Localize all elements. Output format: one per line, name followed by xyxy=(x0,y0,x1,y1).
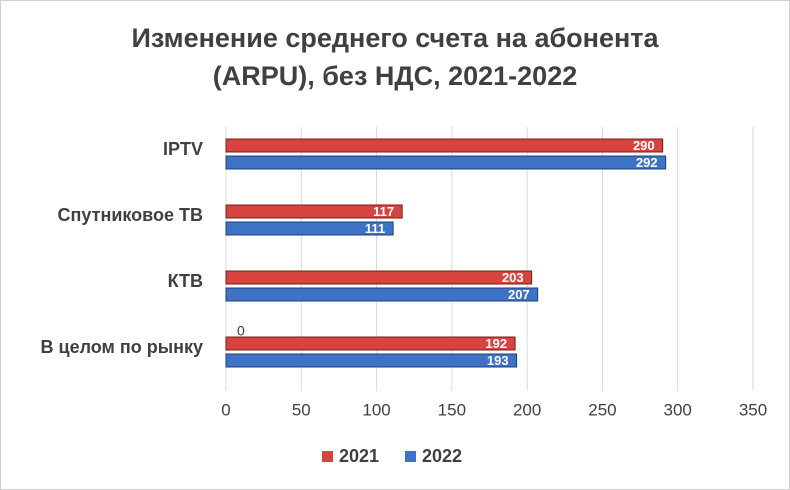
legend-swatch xyxy=(322,451,333,462)
bar xyxy=(225,287,539,302)
legend-label: 2022 xyxy=(422,446,462,466)
x-tick-label: 100 xyxy=(362,400,390,419)
x-tick-label: 200 xyxy=(513,400,541,419)
x-tick-label: 150 xyxy=(438,400,466,419)
bar xyxy=(225,204,403,219)
value-label: 203 xyxy=(502,270,524,285)
annotation: 0 xyxy=(237,323,245,339)
chart-title: (ARPU), без НДС, 2021-2022 xyxy=(213,61,577,91)
legend-swatch xyxy=(405,451,416,462)
y-tick-label: IPTV xyxy=(163,139,203,159)
value-label: 117 xyxy=(373,204,394,219)
value-label: 111 xyxy=(365,221,385,236)
value-label: 192 xyxy=(485,336,507,351)
x-tick-label: 250 xyxy=(588,400,616,419)
x-tick-label: 300 xyxy=(664,400,692,419)
y-tick-label: КТВ xyxy=(168,271,203,291)
bar xyxy=(225,270,533,285)
value-label: 290 xyxy=(633,138,655,153)
value-label: 193 xyxy=(487,353,509,368)
value-label: 207 xyxy=(508,287,530,302)
x-tick-label: 50 xyxy=(292,400,311,419)
bar xyxy=(225,353,518,368)
chart-title: Изменение среднего счета на абонента xyxy=(131,23,659,53)
legend-label: 2021 xyxy=(339,446,379,466)
bar xyxy=(225,336,516,351)
bar xyxy=(225,138,664,153)
x-tick-label: 350 xyxy=(739,400,767,419)
bar xyxy=(225,155,667,170)
value-label: 292 xyxy=(636,155,658,170)
bar xyxy=(225,221,394,236)
y-tick-label: Спутниковое ТВ xyxy=(58,205,203,225)
y-tick-label: В целом по рынку xyxy=(41,337,203,357)
x-tick-label: 0 xyxy=(221,400,230,419)
